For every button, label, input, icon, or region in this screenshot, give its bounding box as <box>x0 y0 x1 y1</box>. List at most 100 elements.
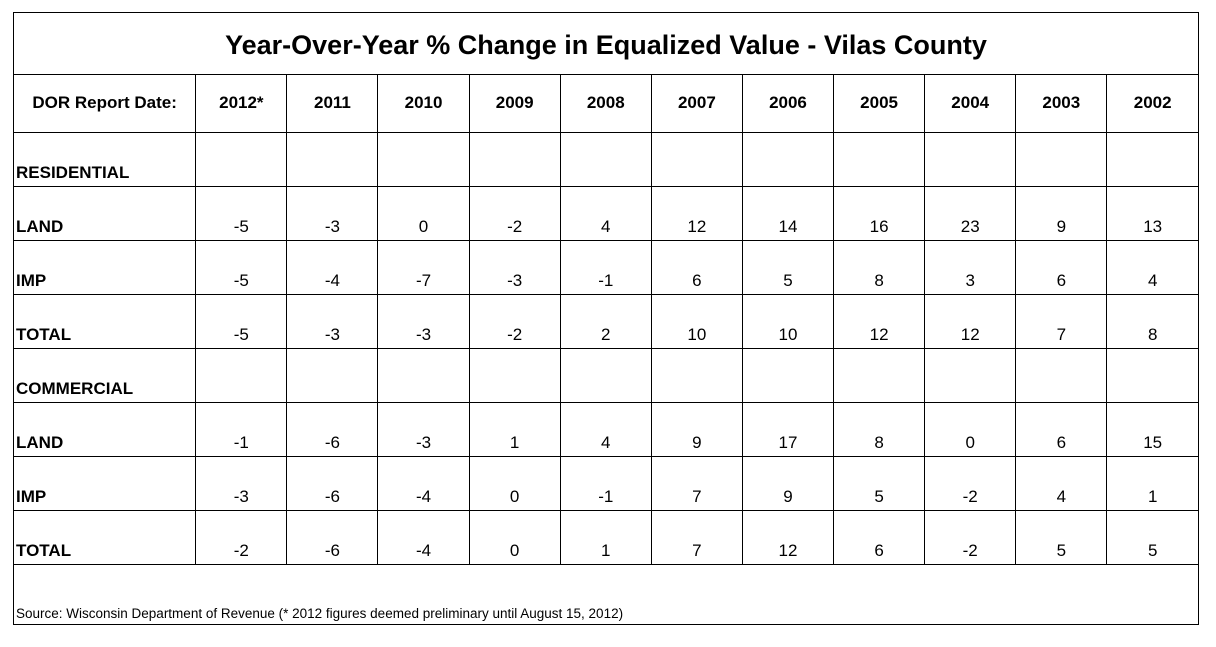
year-header: 2002 <box>1106 75 1198 132</box>
value-cell: 5 <box>1106 509 1198 565</box>
value-cell: 23 <box>924 185 1016 240</box>
value-cell: 4 <box>1106 239 1198 294</box>
row-label: TOTAL <box>14 293 196 348</box>
value-cell: 1 <box>1106 455 1198 510</box>
value-cell: 7 <box>650 509 743 565</box>
value-cell: -6 <box>286 401 378 456</box>
row-label: IMP <box>14 455 196 510</box>
value-cell: -5 <box>195 293 287 348</box>
section-label: RESIDENTIAL <box>14 131 196 186</box>
table-row: TOTAL -2 -6 -4 0 1 7 12 6 -2 5 5 <box>14 509 1198 565</box>
year-header: 2011 <box>286 75 378 132</box>
value-cell: 5 <box>1015 509 1107 565</box>
value-cell: 2 <box>559 293 652 348</box>
value-cell: -4 <box>377 509 470 565</box>
value-cell: 0 <box>468 455 561 510</box>
value-cell: 4 <box>559 401 652 456</box>
year-header: 2009 <box>468 75 561 132</box>
empty-cell <box>650 131 743 186</box>
row-label: LAND <box>14 401 196 456</box>
value-cell: -3 <box>377 401 470 456</box>
value-cell: 6 <box>833 509 925 565</box>
value-cell: 17 <box>741 401 834 456</box>
value-cell: -2 <box>468 185 561 240</box>
value-cell: -1 <box>559 239 652 294</box>
value-cell: 12 <box>741 509 834 565</box>
value-cell: 0 <box>468 509 561 565</box>
section-label: COMMERCIAL <box>14 347 196 402</box>
value-cell: 10 <box>650 293 743 348</box>
value-cell: 8 <box>1106 293 1198 348</box>
row-label: IMP <box>14 239 196 294</box>
empty-cell <box>286 131 378 186</box>
section-row: COMMERCIAL <box>14 347 1198 402</box>
value-cell: 3 <box>924 239 1016 294</box>
table-row: TOTAL -5 -3 -3 -2 2 10 10 12 12 7 8 <box>14 293 1198 348</box>
value-cell: 0 <box>377 185 470 240</box>
table-row: IMP -5 -4 -7 -3 -1 6 5 8 3 6 4 <box>14 239 1198 294</box>
value-cell: -4 <box>286 239 378 294</box>
table-row: IMP -3 -6 -4 0 -1 7 9 5 -2 4 1 <box>14 455 1198 510</box>
empty-cell <box>286 347 378 402</box>
value-cell: -3 <box>377 293 470 348</box>
table-row: LAND -1 -6 -3 1 4 9 17 8 0 6 15 <box>14 401 1198 456</box>
section-row: RESIDENTIAL <box>14 131 1198 186</box>
value-cell: 4 <box>559 185 652 240</box>
value-cell: -2 <box>924 509 1016 565</box>
empty-cell <box>195 131 287 186</box>
value-cell: 1 <box>468 401 561 456</box>
empty-cell <box>559 347 652 402</box>
value-cell: 5 <box>833 455 925 510</box>
row-label: LAND <box>14 185 196 240</box>
empty-cell <box>468 347 561 402</box>
value-cell: -3 <box>286 293 378 348</box>
value-cell: 7 <box>1015 293 1107 348</box>
value-cell: 5 <box>741 239 834 294</box>
value-cell: 1 <box>559 509 652 565</box>
header-label: DOR Report Date: <box>32 93 177 113</box>
value-cell: -3 <box>286 185 378 240</box>
value-cell: -4 <box>377 455 470 510</box>
value-cell: 14 <box>741 185 834 240</box>
value-cell: -6 <box>286 455 378 510</box>
empty-cell <box>741 131 834 186</box>
value-cell: 6 <box>1015 239 1107 294</box>
empty-cell <box>1106 131 1198 186</box>
value-cell: 12 <box>650 185 743 240</box>
value-cell: -3 <box>195 455 287 510</box>
value-cell: 6 <box>1015 401 1107 456</box>
row-label: TOTAL <box>14 509 196 565</box>
value-cell: 15 <box>1106 401 1198 456</box>
year-header: 2010 <box>377 75 470 132</box>
empty-cell <box>468 131 561 186</box>
value-cell: -2 <box>924 455 1016 510</box>
value-cell: 12 <box>924 293 1016 348</box>
empty-cell <box>650 347 743 402</box>
value-cell: -5 <box>195 185 287 240</box>
empty-cell <box>377 347 470 402</box>
value-cell: 16 <box>833 185 925 240</box>
year-header: 2007 <box>650 75 743 132</box>
empty-cell <box>833 347 925 402</box>
value-cell: -1 <box>559 455 652 510</box>
year-header: 2003 <box>1015 75 1107 132</box>
value-cell: 0 <box>924 401 1016 456</box>
value-cell: -2 <box>468 293 561 348</box>
year-header: 2008 <box>559 75 652 132</box>
source-note: Source: Wisconsin Department of Revenue … <box>16 606 624 621</box>
value-cell: 12 <box>833 293 925 348</box>
value-cell: 9 <box>741 455 834 510</box>
empty-cell <box>741 347 834 402</box>
empty-cell <box>559 131 652 186</box>
empty-cell <box>1015 131 1107 186</box>
value-cell: 8 <box>833 239 925 294</box>
value-cell: 10 <box>741 293 834 348</box>
year-header: 2004 <box>924 75 1016 132</box>
empty-cell <box>1106 347 1198 402</box>
value-cell: -2 <box>195 509 287 565</box>
value-cell: -6 <box>286 509 378 565</box>
value-cell: 9 <box>650 401 743 456</box>
year-header: 2006 <box>741 75 834 132</box>
table-frame: Year-Over-Year % Change in Equalized Val… <box>13 12 1199 625</box>
empty-cell <box>195 347 287 402</box>
